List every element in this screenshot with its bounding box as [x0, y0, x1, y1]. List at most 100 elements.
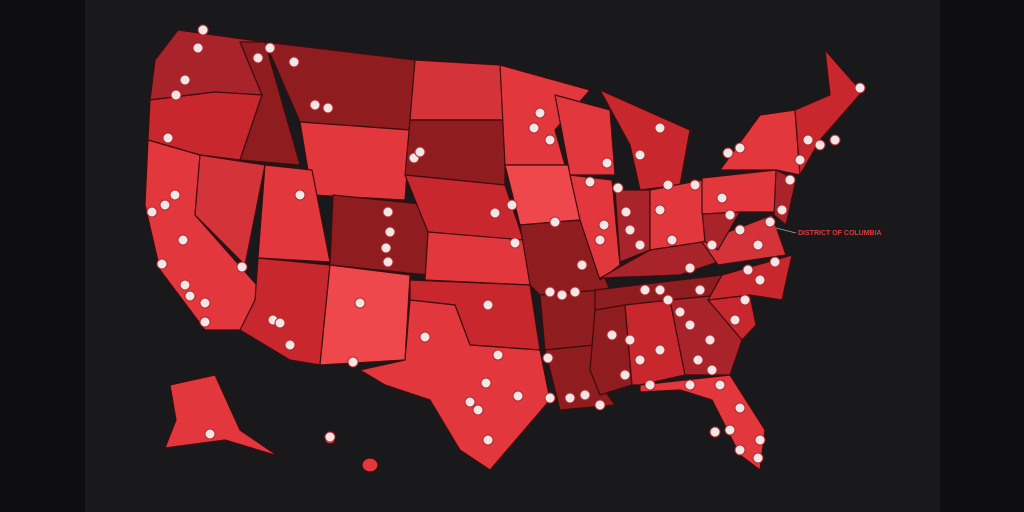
- location-dot: [714, 379, 726, 391]
- state: [554, 94, 616, 176]
- location-dot: [716, 192, 728, 204]
- location-dot: [512, 390, 524, 402]
- location-dot: [654, 204, 666, 216]
- location-dot: [752, 452, 764, 464]
- location-dot: [382, 206, 394, 218]
- location-dot: [322, 102, 334, 114]
- location-dot: [252, 52, 264, 64]
- location-dot: [742, 264, 754, 276]
- location-dot: [184, 290, 196, 302]
- location-dot: [579, 389, 591, 401]
- location-dot: [802, 134, 814, 146]
- location-dot: [564, 392, 576, 404]
- location-dot: [594, 234, 606, 246]
- location-dot: [419, 331, 431, 343]
- location-dot: [584, 176, 596, 188]
- location-dot: [414, 146, 426, 158]
- state: [164, 374, 279, 457]
- location-dot: [689, 179, 701, 191]
- location-dot: [506, 199, 518, 211]
- location-dot: [309, 99, 321, 111]
- location-dot: [544, 286, 556, 298]
- location-dot: [480, 377, 492, 389]
- location-dot: [644, 379, 656, 391]
- state: [329, 194, 431, 276]
- location-dot: [634, 149, 646, 161]
- location-dot: [729, 314, 741, 326]
- location-dot: [794, 154, 806, 166]
- location-dot: [264, 42, 276, 54]
- location-dot: [601, 157, 613, 169]
- location-dot: [854, 82, 866, 94]
- location-dot: [674, 306, 686, 318]
- location-dot: [528, 122, 540, 134]
- location-dot: [179, 74, 191, 86]
- location-dot: [509, 237, 521, 249]
- location-dot: [542, 352, 554, 364]
- location-dot: [734, 402, 746, 414]
- location-dot: [170, 89, 182, 101]
- location-dot: [482, 299, 494, 311]
- location-dot: [654, 344, 666, 356]
- state: [299, 121, 411, 201]
- location-dot: [549, 216, 561, 228]
- state: [319, 264, 411, 366]
- location-dot: [382, 256, 394, 268]
- location-dot: [754, 434, 766, 446]
- location-dot: [662, 294, 674, 306]
- location-dot: [288, 56, 300, 68]
- location-dot: [634, 354, 646, 366]
- state: [239, 41, 301, 166]
- location-dot: [734, 444, 746, 456]
- state: [701, 214, 787, 266]
- location-dot: [829, 134, 841, 146]
- location-dot: [634, 239, 646, 251]
- location-dot: [159, 199, 171, 211]
- location-dot: [814, 139, 826, 151]
- location-dot: [544, 392, 556, 404]
- dc-label: DISTRICT OF COLUMBIA: [798, 230, 882, 237]
- location-dot: [752, 239, 764, 251]
- location-dot: [639, 284, 651, 296]
- location-dot: [169, 189, 181, 201]
- location-dot: [544, 134, 556, 146]
- state: [361, 457, 379, 473]
- location-dot: [236, 261, 248, 273]
- location-dot: [776, 204, 788, 216]
- location-dot: [472, 404, 484, 416]
- location-dot: [594, 399, 606, 411]
- location-dot: [694, 284, 706, 296]
- location-dot: [624, 224, 636, 236]
- location-dot: [569, 286, 581, 298]
- location-dot: [534, 107, 546, 119]
- location-dot: [294, 189, 306, 201]
- location-dot: [724, 209, 736, 221]
- location-dot: [769, 256, 781, 268]
- location-dot: [556, 289, 568, 301]
- location-dot: [576, 259, 588, 271]
- location-dot: [274, 317, 286, 329]
- location-dot: [284, 339, 296, 351]
- location-dot: [706, 364, 718, 376]
- location-dot: [146, 206, 158, 218]
- location-dot: [598, 219, 610, 231]
- location-dot: [347, 356, 359, 368]
- location-dot: [179, 279, 191, 291]
- location-dot: [199, 297, 211, 309]
- location-dot: [464, 396, 476, 408]
- location-dot: [177, 234, 189, 246]
- location-dot: [704, 334, 716, 346]
- location-dot: [156, 258, 168, 270]
- location-dot: [724, 424, 736, 436]
- location-dot: [606, 329, 618, 341]
- location-dot: [754, 274, 766, 286]
- location-dot: [666, 234, 678, 246]
- location-dot: [624, 334, 636, 346]
- location-dot: [204, 428, 216, 440]
- location-dot: [684, 319, 696, 331]
- location-dot: [620, 206, 632, 218]
- location-dot: [784, 174, 796, 186]
- location-dot: [684, 379, 696, 391]
- location-dot: [612, 182, 624, 194]
